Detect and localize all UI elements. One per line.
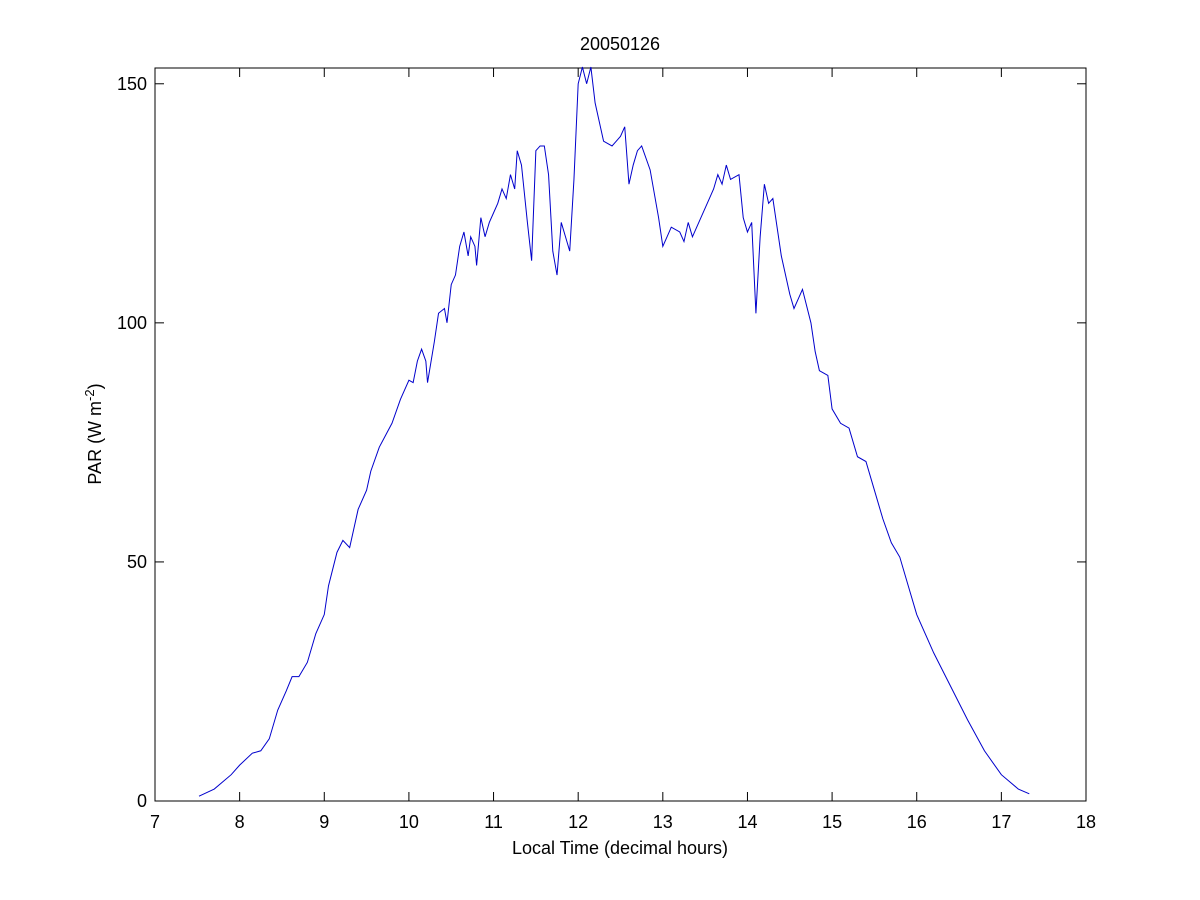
x-tick-label: 7 (150, 812, 160, 832)
y-label-main: PAR (W m (85, 401, 105, 485)
y-tick-label: 0 (137, 791, 147, 811)
data-line (198, 66, 1030, 797)
chart-title: 20050126 (580, 34, 660, 54)
x-tick-label: 11 (484, 812, 503, 832)
y-label-sup: -2 (82, 389, 97, 401)
x-tick-label: 10 (399, 812, 419, 832)
y-tick-label: 150 (117, 74, 147, 94)
x-tick-label: 15 (822, 812, 842, 832)
x-tick-label: 13 (653, 812, 673, 832)
x-axis-label: Local Time (decimal hours) (512, 838, 728, 858)
y-tick-label: 50 (127, 552, 147, 572)
x-tick-label: 18 (1076, 812, 1096, 832)
y-label-end: ) (85, 383, 105, 389)
y-tick-label: 100 (117, 313, 147, 333)
x-tick-label: 16 (907, 812, 927, 832)
x-tick-label: 17 (991, 812, 1011, 832)
x-tick-label: 14 (737, 812, 757, 832)
plot-box (154, 67, 1087, 802)
x-tick-label: 8 (235, 812, 245, 832)
x-tick-label: 9 (319, 812, 329, 832)
x-tick-label: 12 (568, 812, 588, 832)
y-axis-label: PAR (W m-2) (82, 383, 105, 484)
